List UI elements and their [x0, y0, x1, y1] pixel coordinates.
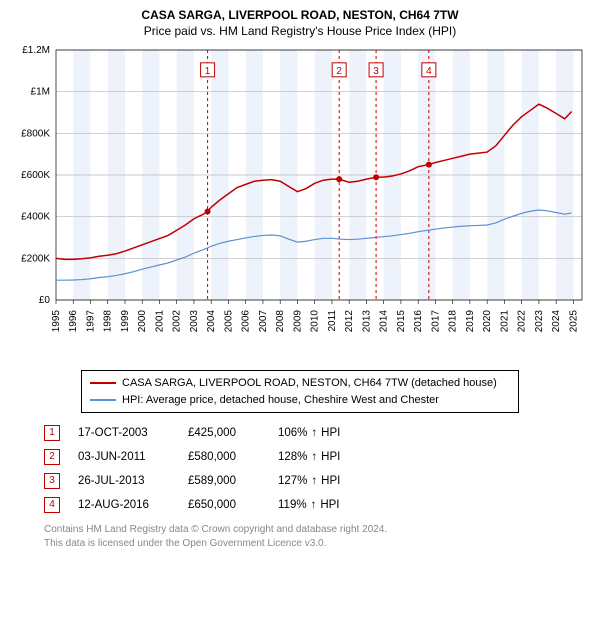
- event-pct: 119%↑HPI: [278, 499, 339, 511]
- arrow-up-icon: ↑: [311, 427, 317, 439]
- event-index-box: 1: [44, 425, 60, 441]
- svg-text:2009: 2009: [292, 310, 303, 333]
- legend-swatch: [90, 382, 116, 384]
- svg-text:£0: £0: [39, 295, 51, 306]
- legend-label: CASA SARGA, LIVERPOOL ROAD, NESTON, CH64…: [122, 375, 497, 392]
- svg-text:1999: 1999: [120, 310, 131, 333]
- chart-plot: £0 £200K £400K £600K £800K £1M £1.2M 1995 1996 19…: [10, 44, 590, 364]
- footnote: Contains HM Land Registry data © Crown c…: [44, 523, 590, 550]
- event-index-box: 3: [44, 473, 60, 489]
- event-date: 26-JUL-2013: [78, 475, 188, 487]
- chart-container: CASA SARGA, LIVERPOOL ROAD, NESTON, CH64…: [0, 0, 600, 620]
- event-date: 03-JUN-2011: [78, 451, 188, 463]
- svg-text:£600K: £600K: [21, 170, 50, 181]
- svg-text:1995: 1995: [51, 310, 62, 333]
- svg-text:2017: 2017: [430, 310, 441, 333]
- svg-text:2019: 2019: [465, 310, 476, 333]
- svg-text:2015: 2015: [396, 310, 407, 333]
- svg-text:2001: 2001: [154, 310, 165, 333]
- svg-text:£400K: £400K: [21, 212, 50, 223]
- svg-text:2024: 2024: [551, 310, 562, 333]
- arrow-up-icon: ↑: [311, 475, 317, 487]
- event-pct: 127%↑HPI: [278, 475, 340, 487]
- svg-text:2: 2: [336, 66, 342, 77]
- svg-text:2014: 2014: [379, 310, 390, 333]
- event-pct: 128%↑HPI: [278, 451, 340, 463]
- svg-text:2002: 2002: [172, 310, 183, 333]
- svg-text:2011: 2011: [327, 310, 338, 332]
- event-date: 17-OCT-2003: [78, 427, 188, 439]
- titles: CASA SARGA, LIVERPOOL ROAD, NESTON, CH64…: [10, 8, 590, 38]
- svg-text:2018: 2018: [448, 310, 459, 333]
- event-index-box: 2: [44, 449, 60, 465]
- event-price: £589,000: [188, 475, 278, 487]
- event-pct: 106%↑HPI: [278, 427, 340, 439]
- svg-text:1: 1: [205, 66, 211, 77]
- legend: CASA SARGA, LIVERPOOL ROAD, NESTON, CH64…: [81, 370, 519, 413]
- svg-text:1996: 1996: [68, 310, 79, 333]
- event-price: £650,000: [188, 499, 278, 511]
- svg-text:2021: 2021: [499, 310, 510, 333]
- event-row: 1 17-OCT-2003£425,000106%↑HPI: [44, 421, 590, 445]
- event-index-box: 4: [44, 497, 60, 513]
- svg-text:2006: 2006: [241, 310, 252, 333]
- svg-text:2007: 2007: [258, 310, 269, 333]
- svg-text:2008: 2008: [275, 310, 286, 333]
- event-row: 2 03-JUN-2011£580,000128%↑HPI: [44, 445, 590, 469]
- footnote-line-1: Contains HM Land Registry data © Crown c…: [44, 523, 590, 537]
- svg-text:£200K: £200K: [21, 253, 50, 264]
- event-price: £425,000: [188, 427, 278, 439]
- svg-text:2022: 2022: [517, 310, 528, 333]
- svg-text:2012: 2012: [344, 310, 355, 333]
- legend-label: HPI: Average price, detached house, Ches…: [122, 392, 439, 409]
- chart-title: CASA SARGA, LIVERPOOL ROAD, NESTON, CH64…: [10, 8, 590, 22]
- svg-text:2010: 2010: [310, 310, 321, 333]
- event-price: £580,000: [188, 451, 278, 463]
- svg-text:1997: 1997: [85, 310, 96, 333]
- svg-text:4: 4: [426, 66, 432, 77]
- chart-subtitle: Price paid vs. HM Land Registry's House …: [10, 24, 590, 38]
- svg-text:2025: 2025: [568, 310, 579, 333]
- arrow-up-icon: ↑: [311, 451, 317, 463]
- event-row: 4 12-AUG-2016£650,000119%↑HPI: [44, 493, 590, 517]
- svg-text:2020: 2020: [482, 310, 493, 333]
- arrow-up-icon: ↑: [311, 499, 317, 511]
- event-date: 12-AUG-2016: [78, 499, 188, 511]
- legend-swatch: [90, 399, 116, 401]
- svg-text:2005: 2005: [223, 310, 234, 333]
- legend-item: HPI: Average price, detached house, Ches…: [90, 392, 510, 409]
- legend-item: CASA SARGA, LIVERPOOL ROAD, NESTON, CH64…: [90, 375, 510, 392]
- events-table: 1 17-OCT-2003£425,000106%↑HPI 2 03-JUN-2011…: [44, 421, 590, 517]
- svg-text:1998: 1998: [103, 310, 114, 333]
- svg-text:2004: 2004: [206, 310, 217, 333]
- footnote-line-2: This data is licensed under the Open Gov…: [44, 537, 590, 551]
- event-row: 3 26-JUL-2013£589,000127%↑HPI: [44, 469, 590, 493]
- svg-text:2023: 2023: [534, 310, 545, 333]
- svg-text:£1M: £1M: [31, 87, 50, 98]
- svg-text:£800K: £800K: [21, 128, 50, 139]
- svg-text:2000: 2000: [137, 310, 148, 333]
- svg-text:£1.2M: £1.2M: [22, 45, 50, 56]
- svg-text:2016: 2016: [413, 310, 424, 333]
- svg-text:2013: 2013: [361, 310, 372, 333]
- chart-svg: £0 £200K £400K £600K £800K £1M £1.2M 1995 1996 19…: [10, 44, 590, 364]
- svg-text:2003: 2003: [189, 310, 200, 333]
- svg-text:3: 3: [373, 66, 379, 77]
